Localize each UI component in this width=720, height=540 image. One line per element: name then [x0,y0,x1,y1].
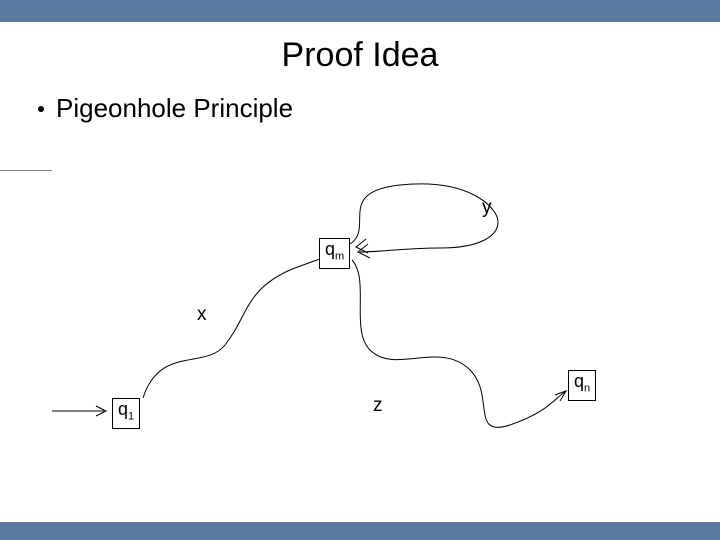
label-z: z [373,395,383,417]
label-y: y [482,197,492,219]
node-qm-base: q [325,239,335,259]
path-z [352,260,565,427]
node-q1-sub: 1 [128,411,134,423]
diagram-area: y x z qm q1 qn [0,170,720,500]
entry-arrow [52,406,106,416]
diagram-svg [0,170,720,500]
label-x: x [197,304,207,326]
slide-title: Proof Idea [0,36,720,75]
node-qm-sub: m [335,251,344,263]
bullet-icon [38,106,44,112]
node-q1: q1 [112,398,140,429]
node-qn-sub: n [584,383,590,395]
node-qm: qm [319,238,350,269]
bullet-text: Pigeonhole Principle [56,93,293,124]
node-qn: qn [568,370,596,401]
node-qn-base: q [574,371,584,391]
path-y-loop [350,184,498,252]
bottom-bar [0,522,720,540]
top-bar [0,0,720,22]
node-q1-base: q [118,399,128,419]
bullet-item: Pigeonhole Principle [0,93,720,124]
path-x [143,256,327,398]
